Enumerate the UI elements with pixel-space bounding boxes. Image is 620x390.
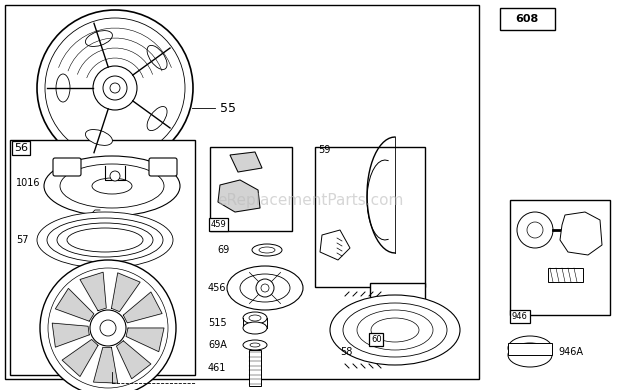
Text: 60: 60 (371, 335, 382, 344)
Ellipse shape (508, 343, 552, 367)
Polygon shape (112, 273, 140, 312)
Ellipse shape (147, 106, 167, 131)
Ellipse shape (240, 274, 290, 302)
Text: 461: 461 (208, 363, 226, 373)
Circle shape (110, 83, 120, 93)
Bar (510, 200, 610, 315)
Bar (210, 147, 292, 231)
Ellipse shape (57, 223, 153, 257)
Polygon shape (55, 288, 94, 321)
Polygon shape (218, 180, 260, 212)
Ellipse shape (252, 244, 282, 256)
FancyBboxPatch shape (149, 158, 177, 176)
Polygon shape (94, 347, 118, 383)
Bar (370, 283, 425, 338)
Ellipse shape (86, 30, 112, 46)
Text: 69: 69 (217, 245, 229, 255)
Ellipse shape (44, 156, 180, 216)
Ellipse shape (330, 295, 460, 365)
Circle shape (90, 310, 126, 346)
Ellipse shape (371, 318, 419, 342)
Polygon shape (62, 339, 98, 376)
Circle shape (100, 320, 116, 336)
Polygon shape (52, 323, 89, 347)
Text: 55: 55 (220, 101, 236, 115)
Text: 515: 515 (208, 318, 227, 328)
Ellipse shape (259, 247, 275, 253)
Ellipse shape (92, 178, 132, 194)
Text: 59: 59 (318, 145, 330, 155)
Ellipse shape (37, 212, 173, 268)
Bar (249, 350, 261, 386)
Text: 57: 57 (16, 235, 29, 245)
Text: 608: 608 (515, 14, 539, 24)
Polygon shape (123, 292, 162, 323)
Ellipse shape (250, 343, 260, 347)
Text: 58: 58 (340, 347, 352, 357)
Polygon shape (126, 328, 164, 352)
FancyBboxPatch shape (53, 158, 81, 176)
Bar (500, 8, 555, 30)
Circle shape (527, 222, 543, 238)
Circle shape (256, 279, 274, 297)
Ellipse shape (508, 336, 552, 360)
Text: 946A: 946A (558, 347, 583, 357)
Circle shape (48, 268, 168, 388)
Ellipse shape (243, 312, 267, 324)
Circle shape (45, 18, 185, 158)
Text: 946: 946 (512, 312, 528, 321)
Bar (315, 147, 425, 287)
Bar (548, 268, 583, 282)
Circle shape (93, 66, 137, 110)
Circle shape (40, 260, 176, 390)
Bar (508, 343, 552, 355)
Bar (195, 140, 300, 378)
Circle shape (517, 212, 553, 248)
Bar (5, 5, 479, 379)
Text: 456: 456 (208, 283, 226, 293)
Polygon shape (80, 272, 106, 311)
Polygon shape (230, 152, 262, 172)
Ellipse shape (243, 340, 267, 350)
Circle shape (37, 10, 193, 166)
Text: 459: 459 (211, 220, 227, 229)
Ellipse shape (60, 164, 164, 208)
Text: eReplacementParts.com: eReplacementParts.com (217, 193, 403, 207)
Text: 1016: 1016 (16, 178, 40, 188)
Ellipse shape (86, 129, 112, 145)
Ellipse shape (67, 228, 143, 252)
Bar (10, 140, 195, 375)
Ellipse shape (227, 266, 303, 310)
Ellipse shape (47, 218, 163, 262)
Ellipse shape (249, 315, 261, 321)
Ellipse shape (343, 303, 447, 357)
Ellipse shape (56, 74, 70, 102)
Circle shape (103, 76, 127, 100)
Ellipse shape (147, 45, 167, 69)
Circle shape (261, 284, 269, 292)
Polygon shape (117, 341, 151, 379)
Text: 56: 56 (14, 143, 28, 153)
Text: 69A: 69A (208, 340, 227, 350)
Ellipse shape (357, 310, 433, 350)
Polygon shape (320, 230, 350, 260)
Polygon shape (560, 212, 602, 255)
Circle shape (110, 171, 120, 181)
Ellipse shape (243, 322, 267, 334)
